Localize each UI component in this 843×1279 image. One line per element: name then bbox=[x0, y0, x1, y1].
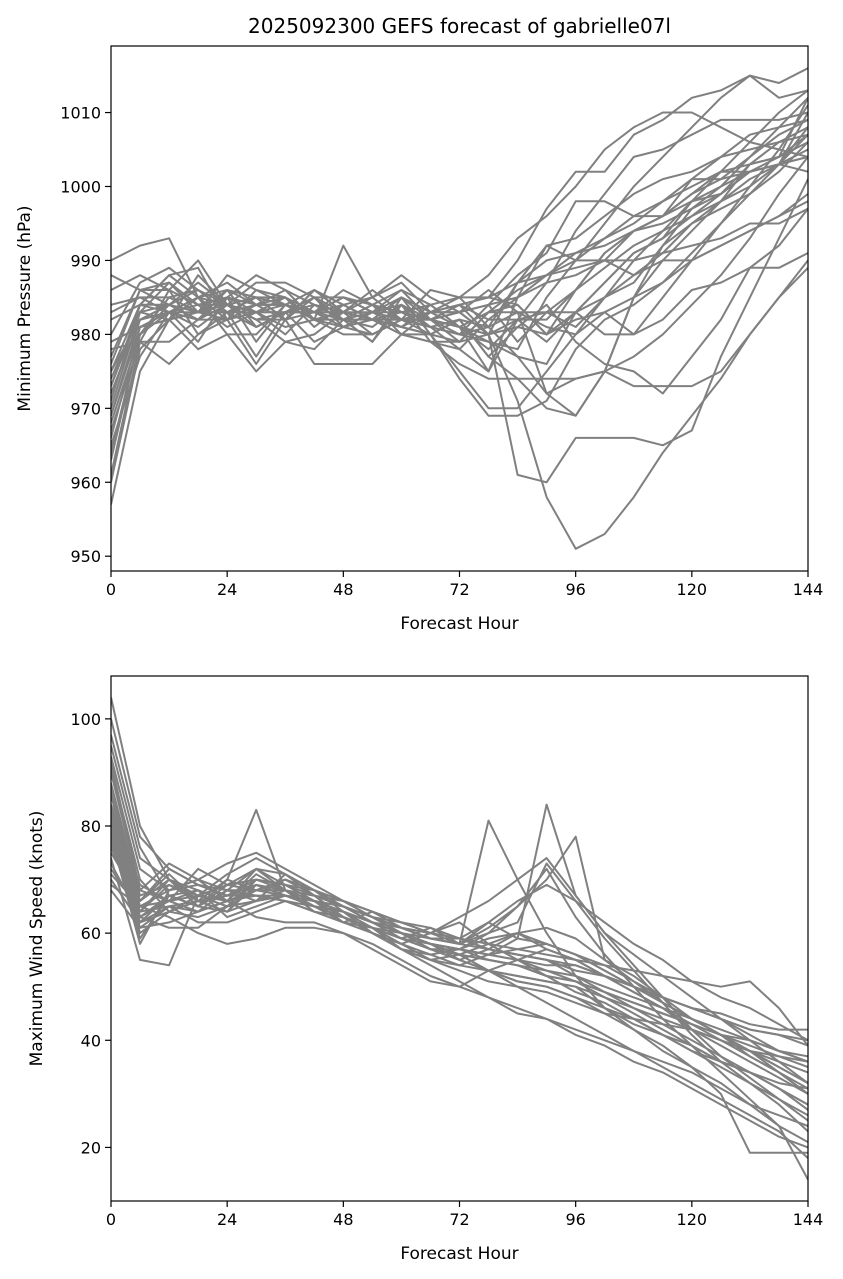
pressure-member-line-2 bbox=[111, 89, 808, 410]
wind-member-line-9 bbox=[111, 788, 808, 1063]
wind-member-line-24 bbox=[111, 873, 808, 1084]
pressure-y-tick-label: 960 bbox=[70, 473, 101, 492]
pressure-x-tick-label: 144 bbox=[793, 580, 824, 599]
pressure-panel: 0 24 48 72 96 120 144 950 960 970 980 990 1000 1010 Fo… bbox=[15, 14, 823, 634]
pressure-member-line-3 bbox=[111, 178, 808, 484]
pressure-member-line-15 bbox=[111, 118, 808, 439]
wind-x-tick-label: 144 bbox=[793, 1210, 824, 1229]
wind-x-tick-label: 72 bbox=[449, 1210, 469, 1229]
wind-member-line-1 bbox=[111, 697, 808, 1111]
pressure-member-line-17 bbox=[111, 207, 808, 461]
pressure-x-tick-label: 48 bbox=[333, 580, 353, 599]
wind-member-line-8 bbox=[111, 782, 808, 1090]
pressure-member-line-31 bbox=[111, 163, 808, 372]
wind-x-tick-label: 96 bbox=[565, 1210, 585, 1229]
pressure-y-tick-label: 980 bbox=[70, 325, 101, 344]
pressure-series-group bbox=[111, 67, 808, 550]
pressure-member-line-13 bbox=[111, 97, 808, 416]
wind-member-line-3 bbox=[111, 734, 808, 1117]
pressure-x-tick-label: 72 bbox=[449, 580, 469, 599]
wind-y-tick-label: 100 bbox=[70, 710, 101, 729]
pressure-member-line-12 bbox=[111, 133, 808, 417]
pressure-member-line-10 bbox=[111, 119, 808, 387]
pressure-member-line-29 bbox=[111, 133, 808, 394]
wind-x-tick-label: 48 bbox=[333, 1210, 353, 1229]
pressure-member-line-6 bbox=[111, 104, 808, 373]
pressure-y-tick-label: 990 bbox=[70, 251, 101, 270]
wind-series-group bbox=[111, 697, 808, 1181]
wind-x-axis-label: Forecast Hour bbox=[400, 1244, 518, 1264]
pressure-member-line-14 bbox=[111, 111, 808, 424]
wind-member-line-7 bbox=[111, 772, 808, 1031]
pressure-x-tick-label: 0 bbox=[106, 580, 116, 599]
wind-member-line-30 bbox=[111, 793, 808, 1106]
wind-y-tick-label: 40 bbox=[81, 1031, 101, 1050]
wind-member-line-29 bbox=[111, 804, 808, 1154]
pressure-y-tick-label: 950 bbox=[70, 547, 101, 566]
pressure-member-line-24 bbox=[111, 155, 808, 505]
wind-y-tick-label: 20 bbox=[81, 1138, 101, 1157]
pressure-member-line-30 bbox=[111, 126, 808, 453]
wind-member-line-5 bbox=[111, 756, 808, 1106]
wind-member-line-28 bbox=[111, 831, 808, 1042]
wind-x-tick-label: 0 bbox=[106, 1210, 116, 1229]
pressure-x-tick-label: 120 bbox=[677, 580, 708, 599]
wind-member-line-31 bbox=[111, 761, 808, 1063]
pressure-y-axis-label: Minimum Pressure (hPa) bbox=[15, 205, 35, 411]
pressure-y-tick-label: 1000 bbox=[60, 177, 101, 196]
chart-title: 2025092300 GEFS forecast of gabrielle07l bbox=[248, 14, 671, 38]
pressure-member-line-26 bbox=[111, 97, 808, 417]
wind-y-tick-label: 60 bbox=[81, 924, 101, 943]
pressure-x-tick-label: 24 bbox=[217, 580, 237, 599]
wind-y-tick-label: 80 bbox=[81, 817, 101, 836]
pressure-x-axis-label: Forecast Hour bbox=[400, 614, 518, 634]
wind-member-line-26 bbox=[111, 884, 808, 1149]
pressure-y-tick-label: 970 bbox=[70, 399, 101, 418]
pressure-x-tick-label: 96 bbox=[565, 580, 585, 599]
wind-member-line-27 bbox=[111, 889, 808, 1090]
pressure-y-tick-label: 1010 bbox=[60, 104, 101, 123]
wind-x-tick-label: 120 bbox=[677, 1210, 708, 1229]
wind-y-axis-label: Maximum Wind Speed (knots) bbox=[27, 811, 47, 1067]
wind-x-tick-label: 24 bbox=[217, 1210, 237, 1229]
wind-panel: 0 24 48 72 96 120 144 20 40 60 80 100 Forecast Hour M… bbox=[27, 675, 824, 1264]
